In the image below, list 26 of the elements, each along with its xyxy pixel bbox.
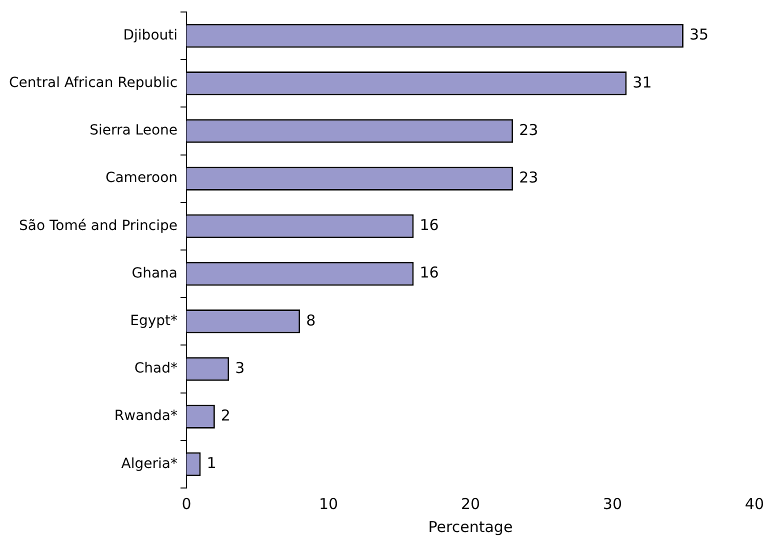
- y-tick-label: Algeria*: [121, 456, 178, 472]
- data-label: 2: [220, 406, 230, 424]
- data-label: 16: [420, 264, 439, 282]
- y-tick-label: Sierra Leone: [90, 122, 178, 139]
- y-tick-label: Central African Republic: [8, 75, 178, 92]
- y-tick-label: Chad*: [134, 360, 178, 377]
- y-tick-label: São Tomé and Principe: [18, 218, 178, 234]
- data-label: 23: [519, 120, 538, 139]
- data-label: 8: [306, 311, 316, 330]
- y-tick-label: Ghana: [132, 265, 178, 282]
- data-label: 23: [519, 168, 538, 186]
- y-tick-label: Egypt*: [130, 313, 178, 330]
- x-tick-label: 10: [318, 494, 338, 513]
- y-tick-label: Djibouti: [123, 27, 178, 44]
- y-tick-label: Cameroon: [105, 170, 178, 186]
- x-tick-label: 40: [744, 494, 764, 513]
- data-label: 16: [420, 216, 439, 234]
- data-label: 31: [632, 73, 652, 92]
- x-tick-label: 20: [460, 494, 480, 513]
- data-label: 1: [206, 454, 216, 472]
- x-tick-label: 30: [602, 494, 622, 513]
- x-tick-label: 0: [182, 494, 192, 513]
- y-tick-label: Rwanda*: [114, 408, 178, 424]
- data-label: 35: [689, 26, 709, 44]
- data-label: 3: [235, 358, 245, 377]
- x-axis-title: Percentage: [428, 518, 513, 536]
